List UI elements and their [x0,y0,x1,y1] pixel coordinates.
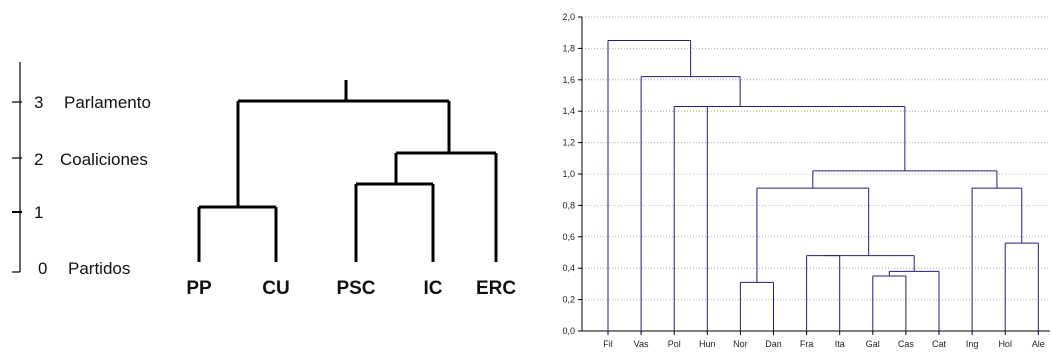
level-1-value: 1 [34,203,43,222]
level-3-value: 3 [34,93,43,112]
leaf-label-ale: Ale [1032,339,1045,349]
level-3-name: Parlamento [64,93,151,112]
leaf-label-ita: Ita [835,339,845,349]
y-tick-label: 1,0 [562,169,575,179]
leaf-label-vas: Vas [634,339,649,349]
y-tick-label: 0,2 [562,295,575,305]
party-dendrogram-svg: 3 Parlamento 2 Coaliciones 1 0 Partidos … [12,62,516,299]
party-label-ic: IC [424,278,443,299]
y-tick-label: 1,6 [562,75,575,85]
gridlines [582,16,1050,301]
level-0-value: 0 [38,259,47,278]
leaf-label-fra: Fra [800,339,814,349]
party-label-psc: PSC [336,278,375,299]
y-tick-label: 0,0 [562,326,575,336]
y-tick-label: 0,8 [562,200,575,210]
y-tick-label: 1,2 [562,138,575,148]
y-tick-label: 0,4 [562,263,575,273]
leaf-label-nor: Nor [733,339,748,349]
leaf-label-hol: Hol [998,339,1012,349]
y-axis: 0,0 0,2 0,4 0,6 0,8 1,0 1,2 1,4 1,6 1,8 2,0 [562,12,1050,336]
y-tick-label: 1,4 [562,106,575,116]
party-hierarchy-diagram: 3 Parlamento 2 Coaliciones 1 0 Partidos … [12,62,516,299]
party-label-pp: PP [186,278,212,299]
leaf-label-hun: Hun [699,339,716,349]
leaf-label-ing: Ing [966,339,979,349]
leaf-label-cat: Cat [932,339,947,349]
party-label-cu: CU [262,278,289,299]
level-2-value: 2 [34,150,43,169]
party-tree-branches [197,80,498,262]
region-dendrogram-chart: 0,0 0,2 0,4 0,6 0,8 1,0 1,2 1,4 1,6 1,8 2,0 Fil Vas… [540,0,1052,352]
y-tick-label: 0,6 [562,232,575,242]
y-tick-label: 2,0 [562,12,575,22]
region-dendrogram-svg: 0,0 0,2 0,4 0,6 0,8 1,0 1,2 1,4 1,6 1,8 2,0 Fil Vas… [562,12,1050,349]
dendrogram-branches [607,40,1039,331]
level-0-name: Partidos [68,259,130,278]
level-2-name: Coaliciones [60,150,148,169]
leaf-label-gal: Gal [866,339,880,349]
leaf-label-fil: Fil [603,339,613,349]
leaf-label-cas: Cas [898,339,915,349]
y-tick-label: 1,8 [562,43,575,53]
x-axis-labels: Fil Vas Pol Hun Nor Dan Fra Ita Gal Cas Cat Ing Hol A… [603,331,1045,349]
leaf-label-dan: Dan [765,339,782,349]
party-label-erc: ERC [476,278,516,299]
leaf-label-pol: Pol [668,339,681,349]
